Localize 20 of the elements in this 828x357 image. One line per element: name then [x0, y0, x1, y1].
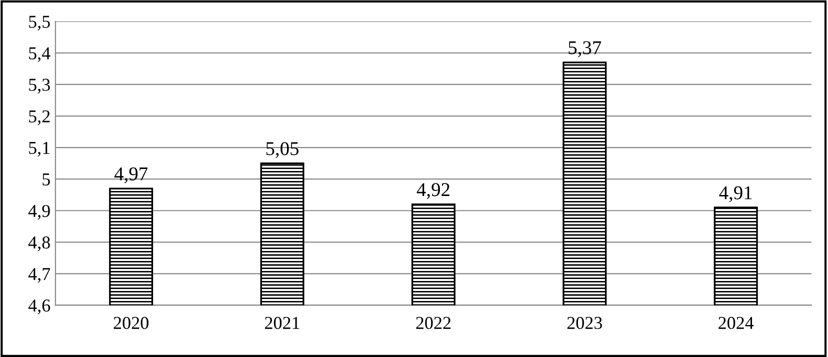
y-tick-label: 5 [42, 174, 50, 186]
data-label: 4,91 [719, 186, 752, 202]
data-label: 5,37 [568, 41, 602, 58]
y-tick-label: 4,9 [28, 204, 50, 220]
y-tick-label: 5,3 [29, 78, 50, 94]
y-tick-label: 5,5 [29, 16, 50, 30]
x-tick-label: 2022 [416, 316, 451, 330]
data-label: 4,92 [416, 183, 450, 200]
x-tick-label: 2023 [567, 316, 602, 330]
y-tick-label: 4,6 [28, 300, 50, 314]
y-tick-label: 5,1 [29, 142, 50, 157]
data-label: 4,97 [114, 167, 148, 184]
x-tick-label: 2024 [718, 316, 754, 330]
x-tick-label: 2020 [114, 316, 148, 330]
data-label: 5,05 [266, 142, 299, 158]
y-tick-label: 5,4 [29, 47, 50, 62]
y-tick-label: 4,7 [28, 268, 50, 283]
y-tick-label: 5,2 [29, 110, 50, 126]
y-tick-label: 4,8 [28, 236, 50, 252]
x-tick-label: 2021 [265, 316, 300, 330]
